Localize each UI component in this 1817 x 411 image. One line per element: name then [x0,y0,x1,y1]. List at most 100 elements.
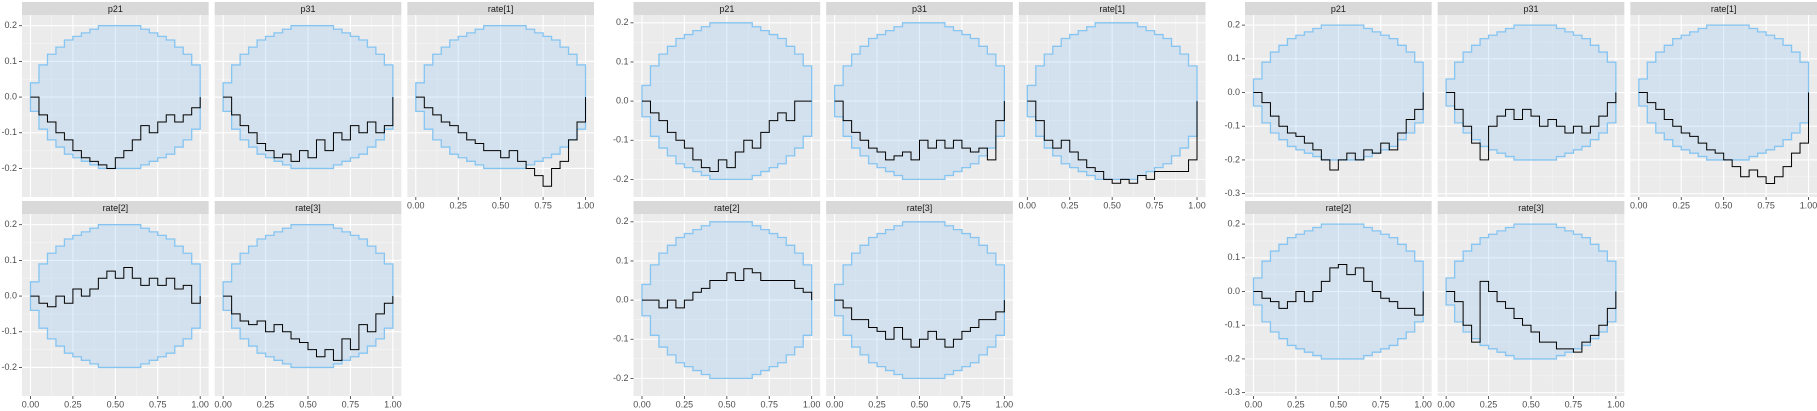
y-tick-label: 0.2 [1227,218,1240,228]
x-tick-label: 0.50 [718,399,736,409]
strip-title: rate[3] [1518,203,1544,213]
x-tick-label: 0.25 [449,200,467,210]
y-tick-label: 0.0 [1227,87,1240,97]
x-tick-label: 0.75 [534,200,552,210]
y-tick-label: -0.2 [1,362,17,372]
step-line [415,96,587,187]
strip-title: rate[3] [295,203,321,213]
step-line [30,267,201,308]
strip [1437,2,1625,15]
x-tick-label: 0.00 [633,399,651,409]
x-tick-label: 0.50 [1715,200,1733,210]
step-line [1253,92,1424,171]
x-tick-label: 1.00 [1607,399,1625,409]
y-tick-label: 0.1 [4,255,17,265]
x-tick-label: 0.50 [492,200,510,210]
strip [214,2,402,15]
step-line [641,268,813,309]
x-tick-label: 0.50 [107,399,125,409]
step-line [223,96,394,162]
step-line [1253,264,1424,316]
x-tick-label: 0.25 [868,399,886,409]
strip-title: p21 [719,4,734,14]
strip-title: rate[2] [103,203,129,213]
envelope [415,25,587,170]
step-line [1446,92,1617,161]
envelope [29,224,201,369]
strip-title: rate[1] [1711,4,1737,14]
x-tick-label: 0.00 [1630,200,1648,210]
x-tick-label: 0.75 [1146,200,1164,210]
y-tick-label: -0.2 [1224,353,1240,363]
y-tick-label: 0.1 [616,255,629,265]
y-tick-label: -0.1 [613,334,629,344]
x-tick-label: 1.00 [191,399,209,409]
y-tick-label: 0.0 [4,290,17,300]
strip [633,2,821,15]
y-tick-label: 0.0 [616,95,629,105]
step-line [1638,92,1810,185]
y-tick-label: -0.2 [1224,154,1240,164]
strip [1018,2,1206,15]
x-tick-label: 0.75 [953,399,971,409]
step-line [1446,280,1617,353]
step-line [834,299,1005,348]
envelope [1252,223,1424,360]
strip [214,201,402,214]
y-tick-label: -0.1 [1224,320,1240,330]
y-tick-label: 0.0 [4,91,17,101]
strip-title: rate[1] [1099,4,1125,14]
x-tick-label: 0.75 [760,399,778,409]
y-tick-label: -0.1 [613,135,629,145]
strip [1437,201,1625,214]
strip [1245,2,1432,15]
strip [1245,201,1432,214]
envelope [641,221,813,380]
x-tick-label: 0.75 [342,399,360,409]
strip-title: rate[2] [1326,203,1352,213]
x-tick-label: 1.00 [1188,200,1206,210]
x-tick-label: 1.00 [577,200,595,210]
strip-title: p21 [108,4,123,14]
envelope [29,25,201,170]
y-tick-label: 0.1 [4,56,17,66]
y-tick-label: 0.1 [616,56,629,66]
x-tick-label: 0.00 [22,399,40,409]
x-tick-label: 0.00 [826,399,844,409]
strip-title: p31 [300,4,315,14]
y-tick-label: -0.1 [1,127,17,137]
y-tick-label: -0.2 [613,373,629,383]
step-line [223,295,394,361]
x-tick-label: 0.50 [911,399,929,409]
y-tick-label: -0.2 [613,174,629,184]
x-tick-label: 0.25 [64,399,82,409]
x-tick-label: 1.00 [803,399,821,409]
x-tick-label: 0.50 [1522,399,1540,409]
x-tick-label: 0.25 [676,399,694,409]
y-tick-label: 0.1 [1227,53,1240,63]
x-tick-label: 0.25 [1287,399,1305,409]
envelope [834,221,1005,380]
step-line [641,100,812,173]
envelope [1026,22,1198,181]
x-tick-label: 0.25 [257,399,275,409]
strip [826,201,1013,214]
y-tick-label: -0.3 [1224,387,1240,397]
x-tick-label: 0.25 [1480,399,1498,409]
x-tick-label: 0.25 [1672,200,1690,210]
x-tick-label: 1.00 [1414,399,1432,409]
envelope [1638,24,1810,161]
x-tick-label: 0.50 [1103,200,1121,210]
x-tick-label: 0.50 [299,399,317,409]
x-tick-label: 1.00 [1800,200,1817,210]
x-tick-label: 0.75 [1757,200,1775,210]
step-line [30,96,201,169]
y-tick-label: 0.2 [1227,19,1240,29]
strip-title: p21 [1331,4,1346,14]
x-tick-label: 1.00 [384,399,402,409]
y-tick-label: -0.1 [1224,121,1240,131]
strip-title: rate[2] [714,203,740,213]
strip [22,2,209,15]
y-tick-label: 0.2 [4,219,17,229]
